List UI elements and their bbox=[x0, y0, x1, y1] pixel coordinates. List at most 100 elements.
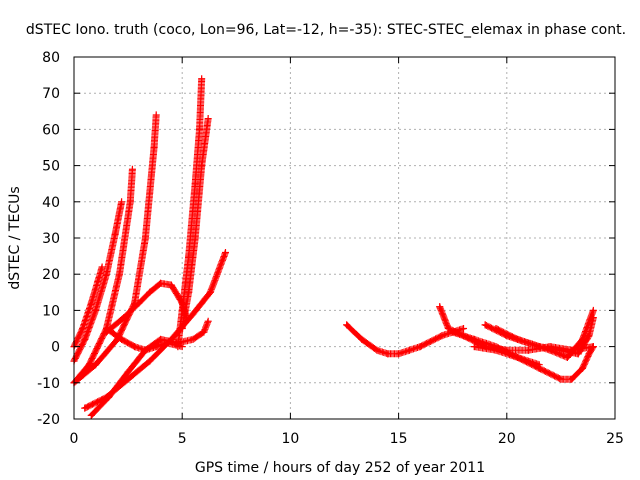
data-point bbox=[111, 230, 119, 238]
data-point bbox=[94, 277, 102, 285]
data-point bbox=[115, 270, 123, 278]
data-point bbox=[524, 346, 532, 354]
data-point bbox=[128, 165, 136, 173]
data-point bbox=[146, 357, 154, 365]
data-point bbox=[589, 343, 597, 351]
y-tick-label: 60 bbox=[42, 122, 60, 138]
data-point bbox=[152, 343, 160, 351]
x-tick-label: 20 bbox=[498, 431, 516, 447]
data-point bbox=[157, 335, 165, 343]
data-point bbox=[514, 335, 522, 343]
data-point bbox=[126, 198, 134, 206]
y-tick-label: 20 bbox=[42, 267, 60, 283]
data-point bbox=[198, 75, 206, 83]
data-point bbox=[535, 361, 543, 369]
data-point bbox=[92, 306, 100, 314]
data-point bbox=[98, 263, 106, 271]
data-point bbox=[221, 248, 229, 256]
data-point bbox=[574, 350, 582, 358]
data-point bbox=[492, 346, 500, 354]
data-point bbox=[146, 288, 154, 296]
y-tick-label: 70 bbox=[42, 86, 60, 102]
data-series bbox=[449, 328, 597, 383]
axis-ticks: 0 5 10 15 20 25 -20 -10 0 10 20 30 40 50 60 70 80 bbox=[37, 50, 624, 447]
data-point bbox=[395, 350, 403, 358]
data-point bbox=[102, 325, 110, 332]
data-point bbox=[124, 375, 132, 383]
data-point bbox=[79, 325, 87, 332]
data-point bbox=[118, 198, 126, 206]
data-point bbox=[102, 270, 110, 278]
data-point bbox=[444, 325, 452, 332]
data-point bbox=[178, 343, 186, 351]
data-layer bbox=[70, 75, 597, 419]
data-point bbox=[157, 279, 165, 287]
x-tick-label: 5 bbox=[178, 431, 187, 447]
data-point bbox=[200, 328, 208, 336]
data-point bbox=[563, 353, 571, 361]
y-tick-label: 80 bbox=[42, 50, 60, 66]
data-point bbox=[152, 111, 160, 119]
data-point bbox=[185, 288, 193, 296]
data-point bbox=[87, 411, 95, 419]
data-point bbox=[585, 350, 593, 358]
data-point bbox=[105, 393, 113, 401]
data-point bbox=[568, 375, 576, 383]
data-point bbox=[189, 310, 197, 318]
data-point bbox=[118, 335, 126, 343]
data-point bbox=[460, 325, 468, 332]
y-tick-label: -10 bbox=[37, 376, 60, 392]
y-tick-label: 10 bbox=[42, 303, 60, 319]
data-point bbox=[206, 288, 214, 296]
data-point bbox=[589, 314, 597, 322]
data-point bbox=[384, 350, 392, 358]
data-point bbox=[535, 343, 543, 351]
data-point bbox=[436, 303, 444, 311]
data-point bbox=[514, 353, 522, 361]
x-tick-label: 25 bbox=[606, 431, 624, 447]
y-axis-label: dSTEC / TECUs bbox=[7, 186, 23, 289]
data-series bbox=[470, 343, 543, 369]
data-point bbox=[204, 317, 212, 325]
data-point bbox=[81, 404, 89, 412]
data-point bbox=[141, 234, 149, 242]
data-series bbox=[492, 314, 597, 358]
data-point bbox=[557, 375, 565, 383]
chart-title: dSTEC Iono. truth (coco, Lon=96, Lat=-12… bbox=[26, 22, 626, 38]
data-point bbox=[189, 335, 197, 343]
data-point bbox=[405, 346, 413, 354]
data-point bbox=[585, 332, 593, 340]
data-point bbox=[150, 144, 158, 151]
data-point bbox=[416, 343, 424, 351]
x-tick-label: 0 bbox=[70, 431, 79, 447]
data-point bbox=[492, 325, 500, 332]
data-point bbox=[120, 314, 128, 322]
data-point bbox=[198, 162, 206, 170]
y-tick-label: -20 bbox=[37, 412, 60, 428]
data-point bbox=[481, 321, 489, 329]
data-point bbox=[449, 328, 457, 336]
x-axis-label: GPS time / hours of day 252 of year 2011 bbox=[195, 460, 485, 476]
y-tick-label: 0 bbox=[51, 340, 60, 356]
data-point bbox=[470, 335, 478, 343]
y-tick-label: 40 bbox=[42, 195, 60, 211]
y-tick-label: 50 bbox=[42, 159, 60, 175]
data-point bbox=[87, 299, 95, 307]
data-point bbox=[124, 368, 132, 376]
data-point bbox=[438, 332, 446, 340]
data-point bbox=[579, 364, 587, 372]
data-point bbox=[373, 346, 381, 354]
data-point bbox=[92, 361, 100, 369]
data-point bbox=[204, 115, 212, 123]
data-series bbox=[102, 325, 186, 354]
y-tick-label: 30 bbox=[42, 231, 60, 247]
x-tick-label: 15 bbox=[390, 431, 408, 447]
data-point bbox=[135, 299, 143, 307]
data-point bbox=[167, 281, 175, 289]
data-point bbox=[163, 339, 171, 347]
data-point bbox=[470, 343, 478, 351]
data-point bbox=[589, 306, 597, 314]
data-point bbox=[141, 346, 149, 354]
data-point bbox=[358, 335, 366, 343]
